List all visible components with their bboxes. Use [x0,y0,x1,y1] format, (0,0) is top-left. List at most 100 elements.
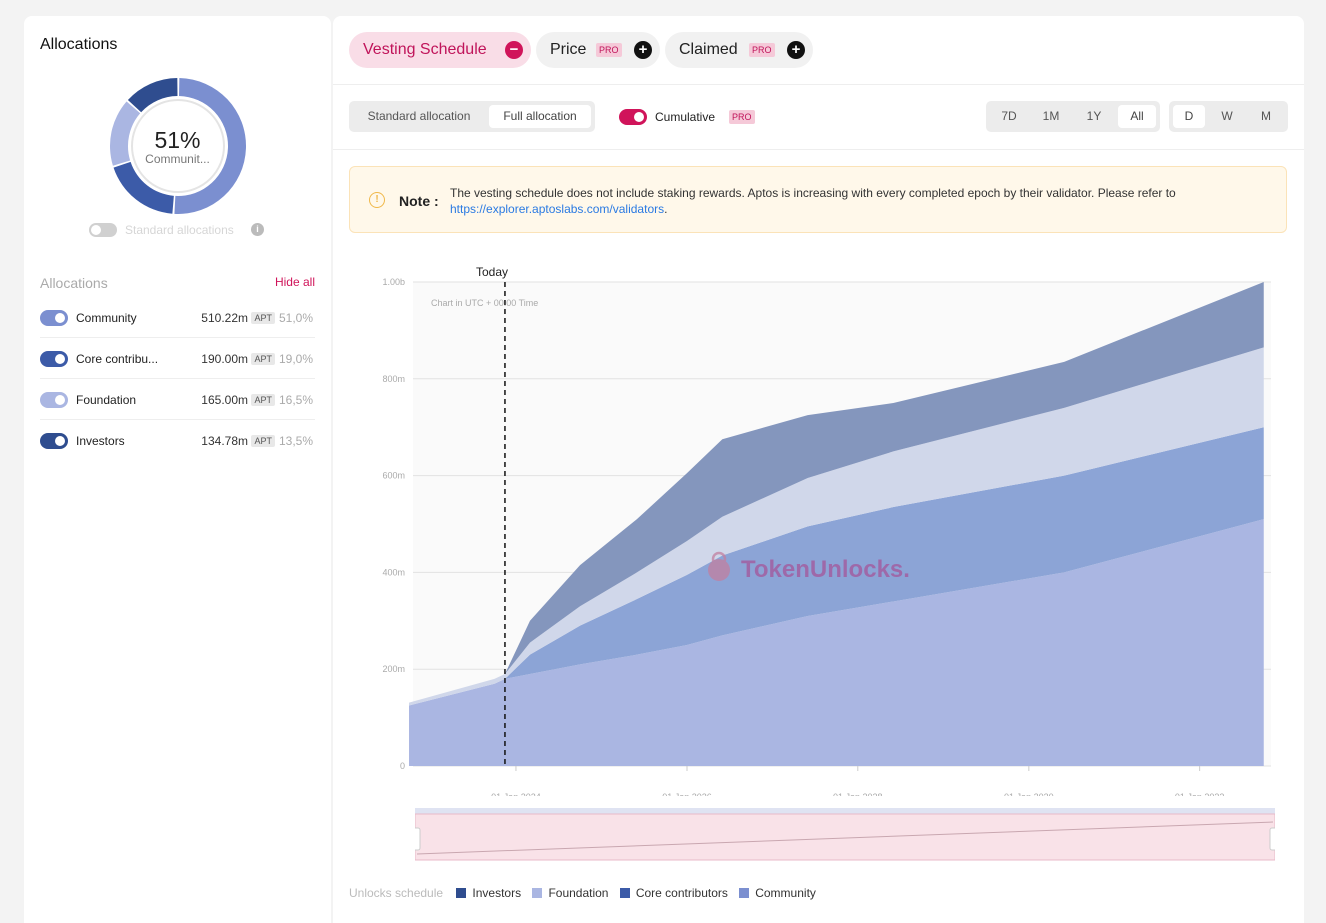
y-tick-label: 800m [382,374,405,384]
vesting-schedule-chart: 0 200m 400m 600m 800m 1.00b 01 Jan 2024 01 Jan… [382,265,1271,796]
allocation-percent: 19,0% [278,352,313,366]
tab-claimed[interactable]: Claimed PRO + [665,32,813,68]
standard-allocations-toggle[interactable] [89,223,117,237]
divider [333,149,1304,150]
warning-icon: ! [369,192,385,208]
unit-badge: APT [251,312,275,324]
range-1y[interactable]: 1Y [1086,109,1102,123]
legend-label: Core contributors [635,886,728,900]
unit-badge: APT [251,394,275,406]
series-area-community [409,519,1264,766]
allocations-list-header: Allocations [40,275,108,291]
legend-title: Unlocks schedule [349,886,444,900]
minus-icon[interactable]: − [505,41,523,59]
allocation-name: Investors [76,434,125,448]
allocation-name: Community [76,311,137,325]
interval-selector: D W M [1169,101,1288,132]
navigator-scrollbar[interactable] [415,808,1275,814]
allocation-name: Core contribu... [76,352,159,366]
note-link-suffix: . [664,202,668,216]
legend-item-investors[interactable]: Investors [456,886,521,900]
allocation-percent: 51,0% [278,311,313,325]
series-area-foundation [409,347,1264,706]
unit-badge: APT [251,435,275,447]
allocation-mode-switch: Standard allocation Full allocation [349,101,595,132]
navigator-right-handle[interactable] [1269,827,1275,851]
legend-item-core-contributors[interactable]: Core contributors [619,886,728,900]
allocation-row-investors: Investors 134.78m APT 13,5% [40,420,315,461]
pro-badge: PRO [749,43,775,57]
plus-icon[interactable]: + [787,41,805,59]
donut-slice[interactable] [113,161,174,214]
x-tick-label: 01 Jan 2028 [833,792,883,796]
range-7d[interactable]: 7D [1001,109,1017,123]
y-tick-label: 600m [382,471,405,481]
allocation-amount: 134.78m [201,434,248,448]
donut-slice[interactable] [127,78,178,113]
watermark-text: TokenUnlocks. [741,556,910,583]
toggle-investors[interactable] [40,433,68,449]
panel-title: Allocations [40,36,118,53]
tab-label: Vesting Schedule [363,41,487,58]
plus-icon[interactable]: + [634,41,652,59]
legend-swatch [532,888,543,898]
legend-swatch [739,888,750,898]
navigator-selection[interactable] [415,813,1275,861]
allocation-amount: 165.00m [201,393,248,407]
legend-swatch [619,888,630,898]
y-tick-label: 0 [400,761,405,771]
interval-w[interactable]: W [1221,109,1233,123]
y-tick-label: 400m [382,567,405,577]
allocation-percent: 13,5% [278,434,313,448]
note-title: Note : [399,193,439,209]
toggle-community[interactable] [40,310,68,326]
tab-price[interactable]: Price PRO + [536,32,660,68]
donut-slice[interactable] [110,101,141,166]
tab-label: Price [550,41,587,58]
legend-item-foundation[interactable]: Foundation [532,886,608,900]
interval-d[interactable]: D [1173,105,1205,128]
tab-label: Claimed [679,41,738,58]
legend-label: Community [755,886,816,900]
range-selector: 7D 1M 1Y All [986,101,1160,132]
allocation-name: Foundation [76,393,137,407]
watermark: TokenUnlocks. [708,551,910,583]
allocations-panel: Allocations 51% Communit... Standard all… [24,16,331,923]
info-icon[interactable]: i [251,223,264,236]
validators-link[interactable]: https://explorer.aptoslabs.com/validator… [450,202,665,216]
donut-slice[interactable] [174,78,246,214]
toggle-core-contributors[interactable] [40,351,68,367]
allocation-percent: 16,5% [278,393,313,407]
standard-allocations-label: Standard allocations [125,223,234,237]
x-tick-label: 01 Jan 2024 [491,792,541,796]
allocation-donut-chart [110,78,246,214]
range-1m[interactable]: 1M [1042,109,1060,123]
legend-swatch [456,888,467,898]
series-area-core-contributors [409,427,1264,706]
pro-badge: PRO [729,110,755,124]
interval-m[interactable]: M [1261,109,1271,123]
toggle-foundation[interactable] [40,392,68,408]
x-tick-label: 01 Jan 2026 [662,792,712,796]
allocation-amount: 190.00m [201,352,248,366]
timezone-note: Chart in UTC + 00:00 Time [431,298,538,308]
legend-item-community[interactable]: Community [739,886,816,900]
cumulative-toggle[interactable] [619,109,647,125]
full-allocation-option[interactable]: Full allocation [489,105,591,128]
standard-allocation-option[interactable]: Standard allocation [367,109,471,123]
note-banner: ! Note : The vesting schedule does not i… [349,166,1287,233]
x-tick-label: 01 Jan 2030 [1004,792,1054,796]
hide-all-link[interactable]: Hide all [274,275,315,289]
pro-badge: PRO [596,43,622,57]
range-navigator[interactable] [415,808,1275,862]
donut-center [131,99,225,193]
y-tick-label: 200m [382,664,405,674]
allocation-amount: 510.22m [201,311,248,325]
range-all[interactable]: All [1118,105,1156,128]
main-panel: Vesting Schedule − Price PRO + Claimed P… [333,16,1304,923]
cumulative-label: Cumulative [655,110,716,124]
tab-vesting-schedule[interactable]: Vesting Schedule − [349,32,531,68]
allocation-row-foundation: Foundation 165.00m APT 16,5% [40,379,315,420]
donut-percent: 51% [154,127,201,153]
navigator-left-handle[interactable] [415,827,421,851]
